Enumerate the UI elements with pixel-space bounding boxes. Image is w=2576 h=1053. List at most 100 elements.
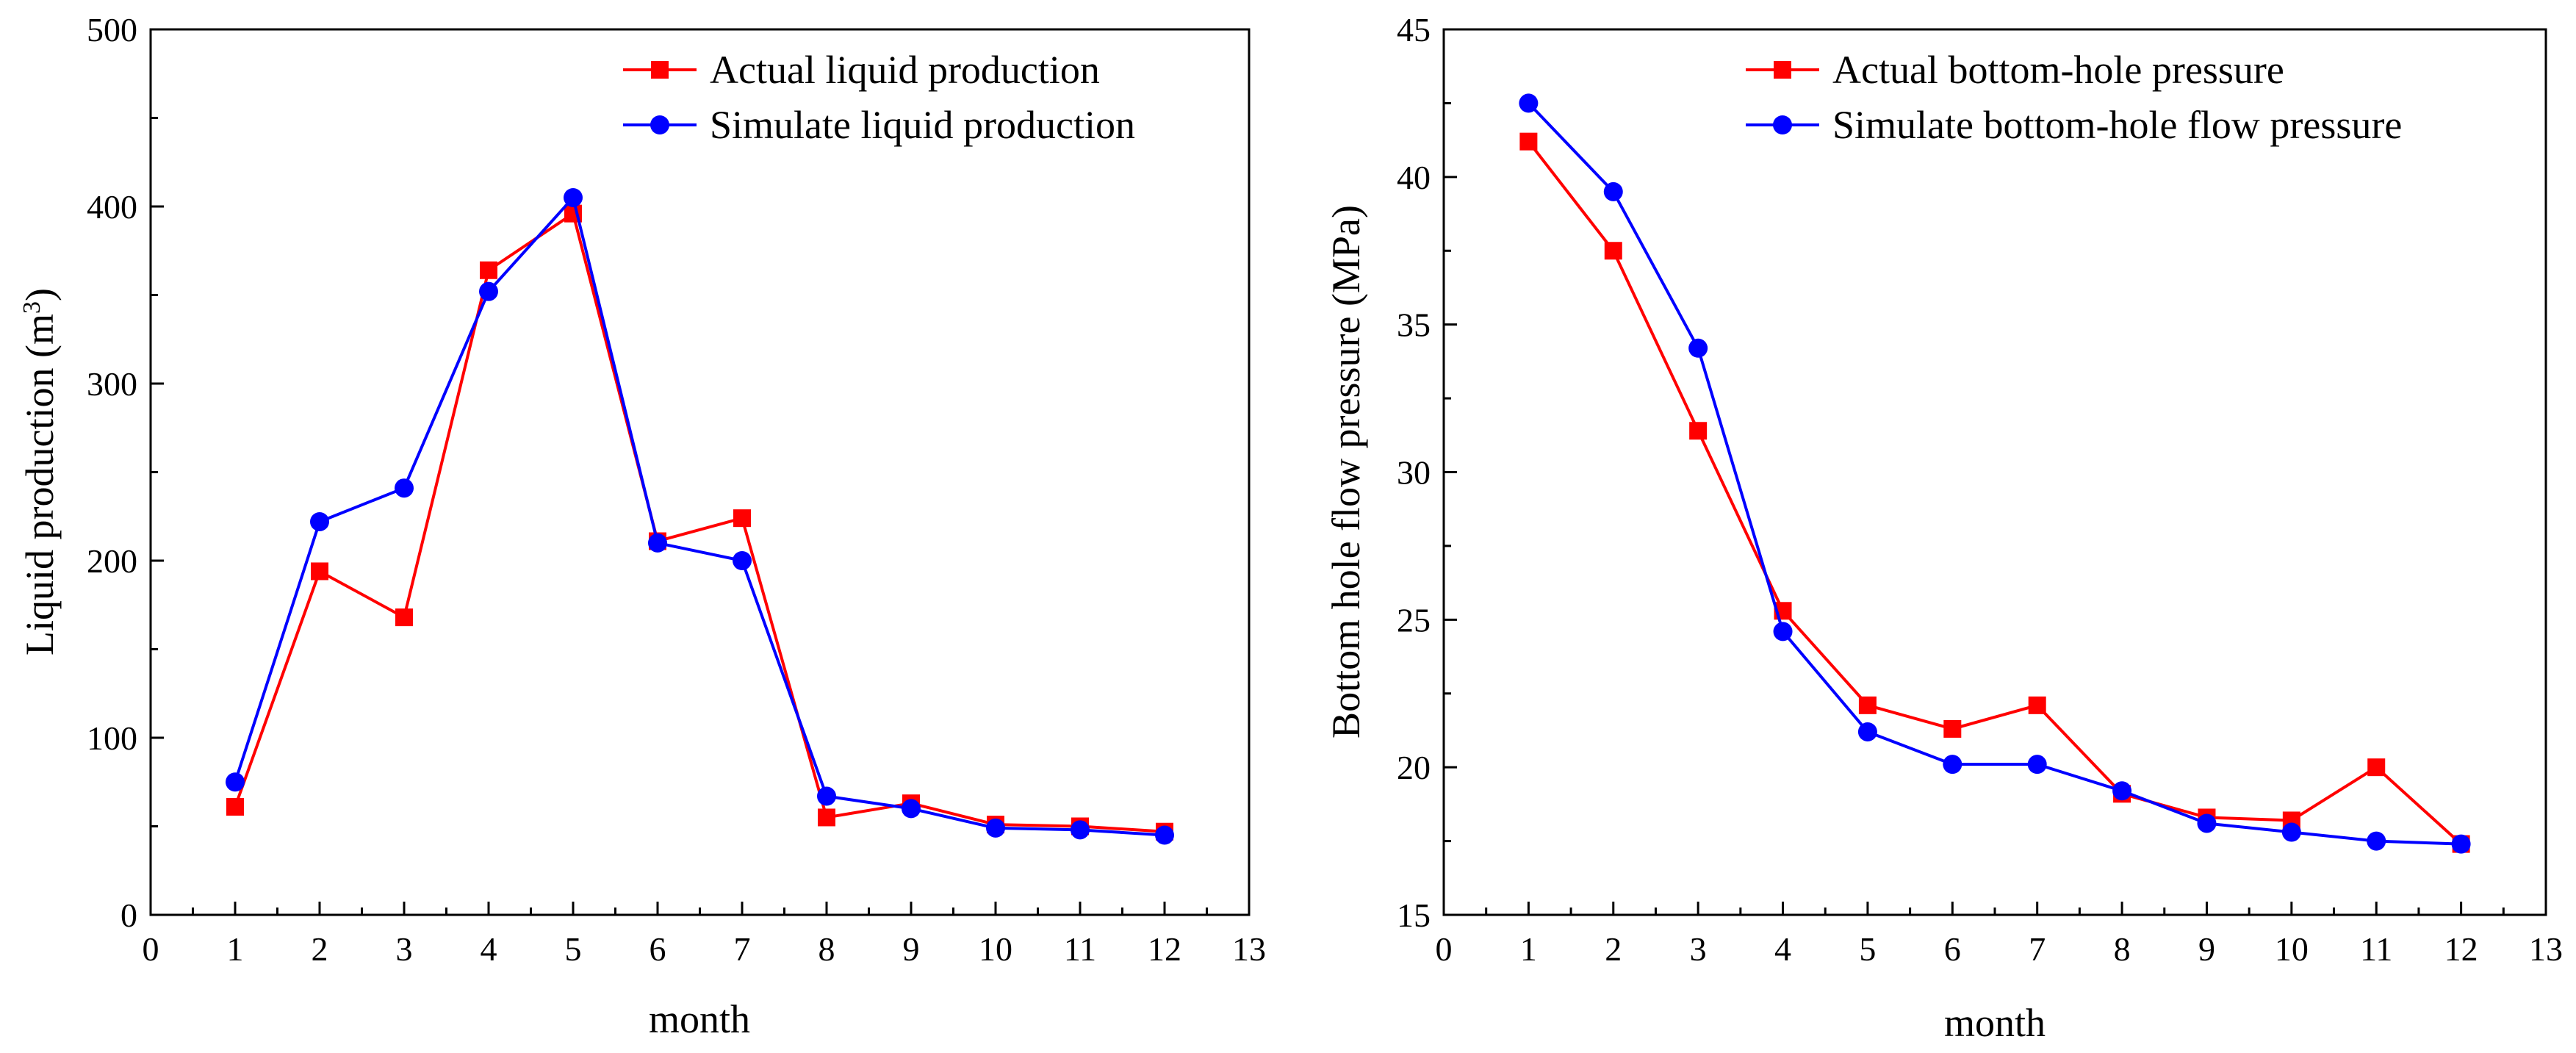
- actual-data-point: [480, 261, 497, 279]
- actual-data-point: [1858, 696, 1877, 714]
- x-tick-label: 1: [227, 930, 244, 968]
- simulate-data-point: [395, 478, 414, 498]
- series-line-actual: [234, 212, 1165, 833]
- x-tick-label: 6: [650, 930, 666, 968]
- y-axis-label: Bottom hole flow pressure (MPa): [1324, 205, 1368, 738]
- x-tick-label: 10: [2275, 930, 2309, 968]
- x-tick-label: 3: [396, 930, 413, 968]
- simulate-data-point: [817, 786, 836, 806]
- simulate-data-point: [1603, 182, 1623, 201]
- actual-data-point: [1604, 242, 1622, 260]
- x-tick-label: 4: [481, 930, 497, 968]
- y-tick-label: 35: [1397, 306, 1431, 344]
- simulate-data-point: [648, 533, 667, 553]
- legend: Actual bottom-hole pressure Simulate bott…: [1746, 48, 2402, 147]
- liquid-production-chart: month Liquid production (m3) Actual liqu…: [18, 11, 1266, 1041]
- x-tick-label: 6: [1944, 930, 1961, 968]
- legend-label: Actual bottom-hole pressure: [1832, 48, 2284, 92]
- legend-square-marker: [651, 61, 669, 79]
- x-axis-label: month: [649, 997, 750, 1041]
- simulate-data-point: [2112, 781, 2132, 801]
- x-tick-label: 3: [1690, 930, 1707, 968]
- x-tick-label: 4: [1774, 930, 1791, 968]
- simulate-data-point: [2281, 822, 2301, 842]
- x-tick-label: 0: [1436, 930, 1453, 968]
- x-tick-label: 1: [1520, 930, 1537, 968]
- series-line-simulate: [1527, 102, 2461, 846]
- y-axis-label: Liquid production (m3): [18, 288, 62, 655]
- x-tick-label: 7: [734, 930, 751, 968]
- simulate-data-point: [1155, 825, 1174, 845]
- x-tick-label: 11: [2360, 930, 2392, 968]
- simulate-data-point: [733, 551, 752, 570]
- y-tick-label: 0: [120, 896, 137, 934]
- actual-data-point: [226, 797, 244, 816]
- simulate-data-point: [310, 511, 329, 531]
- y-axis-label-close: ): [18, 288, 62, 301]
- y-tick-label: 200: [87, 542, 137, 580]
- simulate-data-point: [2027, 755, 2047, 775]
- x-axis-label: month: [1944, 1001, 2046, 1045]
- y-tick-label: 45: [1397, 11, 1431, 48]
- simulate-data-point: [902, 799, 921, 819]
- y-tick-label: 300: [87, 365, 137, 403]
- x-tick-label: 9: [2198, 930, 2215, 968]
- y-axis-label-main: Liquid production (m: [18, 314, 62, 655]
- simulate-data-point: [986, 818, 1005, 838]
- simulate-data-point: [2367, 831, 2386, 851]
- series-line-actual: [1527, 140, 2462, 846]
- x-tick-label: 12: [1148, 930, 1181, 968]
- legend-circle-marker: [1773, 115, 1792, 134]
- legend-label: Simulate bottom-hole flow pressure: [1832, 103, 2402, 147]
- y-tick-label: 25: [1397, 601, 1431, 639]
- x-tick-label: 11: [1064, 930, 1096, 968]
- y-tick-label: 400: [87, 188, 137, 226]
- y-tick-label: 20: [1397, 749, 1431, 786]
- y-tick-label: 40: [1397, 159, 1431, 196]
- x-tick-label: 8: [2114, 930, 2131, 968]
- y-tick-label: 100: [87, 719, 137, 757]
- x-tick-label: 0: [143, 930, 159, 968]
- actual-data-point: [1689, 422, 1708, 440]
- simulate-data-point: [564, 187, 583, 207]
- x-tick-label: 13: [2529, 930, 2563, 968]
- actual-data-point: [311, 562, 328, 581]
- simulate-data-point: [1071, 820, 1090, 840]
- x-tick-label: 13: [1232, 930, 1266, 968]
- legend-circle-marker: [650, 115, 669, 134]
- x-tick-label: 12: [2444, 930, 2478, 968]
- simulate-data-point: [1519, 93, 1539, 113]
- x-tick-label: 10: [979, 930, 1012, 968]
- legend-square-marker: [1774, 61, 1791, 79]
- legend-label: Actual liquid production: [710, 48, 1100, 92]
- simulate-data-point: [2451, 834, 2471, 854]
- y-tick-label: 30: [1397, 454, 1431, 492]
- actual-data-point: [2367, 758, 2386, 777]
- x-tick-label: 2: [312, 930, 328, 968]
- x-tick-label: 5: [1859, 930, 1876, 968]
- bottom-hole-pressure-chart: month Bottom hole flow pressure (MPa) Ac…: [1324, 11, 2563, 1045]
- simulate-data-point: [479, 281, 498, 301]
- simulate-data-point: [226, 772, 245, 792]
- simulate-data-point: [1688, 338, 1708, 358]
- x-tick-label: 9: [903, 930, 920, 968]
- y-axis-label-superscript: 3: [18, 301, 46, 314]
- y-tick-label: 500: [87, 11, 137, 48]
- actual-data-point: [733, 509, 751, 528]
- x-tick-label: 8: [819, 930, 835, 968]
- actual-data-point: [2028, 696, 2046, 714]
- y-tick-label: 15: [1397, 896, 1431, 934]
- simulate-data-point: [1773, 622, 1793, 641]
- actual-data-point: [1519, 132, 1538, 151]
- actual-data-point: [395, 608, 413, 627]
- actual-data-point: [818, 808, 835, 827]
- series-line-simulate: [234, 195, 1165, 837]
- legend-label: Simulate liquid production: [710, 103, 1135, 147]
- x-tick-label: 5: [565, 930, 582, 968]
- simulate-data-point: [1943, 755, 1962, 775]
- actual-data-point: [1943, 719, 1962, 738]
- x-tick-label: 2: [1605, 930, 1622, 968]
- legend: Actual liquid production Simulate liquid …: [623, 48, 1135, 147]
- x-tick-label: 7: [2029, 930, 2046, 968]
